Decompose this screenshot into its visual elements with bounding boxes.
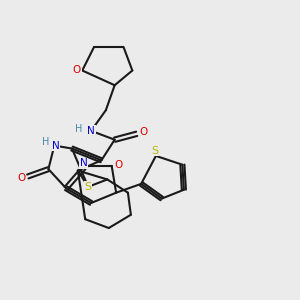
Text: O: O [139,127,147,137]
Text: N: N [87,126,95,136]
Text: N: N [52,141,60,151]
Text: H: H [42,137,50,147]
Text: O: O [73,65,81,76]
Text: O: O [17,173,26,183]
Text: O: O [114,160,122,170]
Text: S: S [85,182,92,192]
Text: N: N [80,158,88,168]
Text: S: S [151,146,158,156]
Text: H: H [76,124,83,134]
